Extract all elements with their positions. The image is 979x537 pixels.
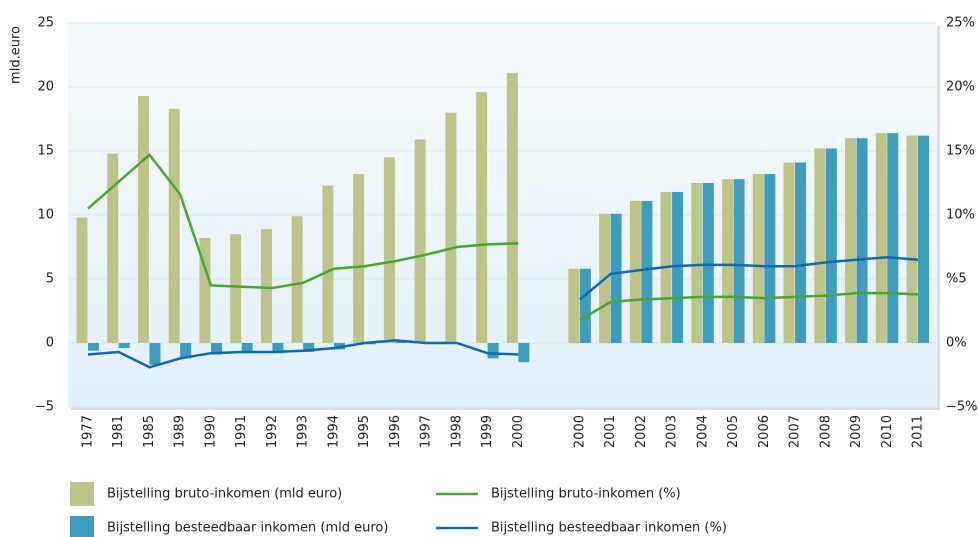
y2-tick-label: 0% xyxy=(946,336,967,351)
y2-tick-label: %5 xyxy=(946,272,967,287)
bar xyxy=(168,108,180,343)
bar xyxy=(722,179,734,343)
line xyxy=(87,152,919,322)
x-tick-label: 2002 xyxy=(634,415,649,448)
x-tick-label: 1998 xyxy=(449,415,464,448)
bar xyxy=(506,72,518,344)
bar xyxy=(579,268,591,343)
bar xyxy=(291,216,303,343)
x-tick-label: 1977 xyxy=(80,415,95,448)
bar xyxy=(641,200,653,343)
x-tick-label: 1996 xyxy=(388,415,403,448)
x-tick-label: 2010 xyxy=(880,415,895,448)
x-tick-label: 2000 xyxy=(572,415,587,448)
bar xyxy=(322,185,334,343)
y-axis-title: mld.euro xyxy=(9,26,24,84)
x-tick-label: 2001 xyxy=(603,415,618,448)
bar xyxy=(845,138,857,343)
bar xyxy=(825,148,837,343)
x-tick-label: 1993 xyxy=(296,415,311,448)
y-tick-label: 25 xyxy=(37,16,54,31)
bar xyxy=(137,95,149,344)
bar xyxy=(752,174,764,343)
y2-tick-label: −5% xyxy=(946,400,978,415)
x-tick-label: 2003 xyxy=(665,415,680,448)
bar xyxy=(568,268,580,343)
legend-label: Bijstelling besteedbaar inkomen (mld eur… xyxy=(107,521,388,536)
bar xyxy=(856,138,868,343)
bar xyxy=(518,343,530,363)
x-tick-label: 1992 xyxy=(265,415,280,448)
bar xyxy=(764,174,776,343)
x-tick-label: 2008 xyxy=(818,415,833,448)
x-tick-label: 1995 xyxy=(357,415,372,448)
bar xyxy=(353,174,365,343)
bar xyxy=(76,217,88,343)
x-tick-label: 1985 xyxy=(142,415,157,448)
bar xyxy=(87,343,99,351)
bar xyxy=(303,343,315,352)
bar xyxy=(795,162,807,343)
bar xyxy=(230,234,242,343)
x-tick-label: 2011 xyxy=(911,415,926,448)
bar xyxy=(487,343,499,359)
bar xyxy=(107,153,119,343)
bar xyxy=(210,343,222,355)
legend-label: Bijstelling bruto-inkomen (%) xyxy=(491,487,681,502)
bar xyxy=(610,213,622,343)
bar xyxy=(887,133,899,343)
x-tick-label: 1990 xyxy=(203,415,218,448)
bar xyxy=(445,112,457,343)
y2-tick-label: 20% xyxy=(946,80,975,95)
x-tick-label: 1981 xyxy=(111,415,126,448)
bar xyxy=(260,229,272,343)
x-tick-label: 2007 xyxy=(788,415,803,448)
bar xyxy=(149,343,161,365)
x-tick-label: 1989 xyxy=(173,415,188,448)
y-tick-label: 15 xyxy=(37,144,54,159)
bar xyxy=(241,343,253,354)
y-tick-label: −5 xyxy=(35,400,54,415)
line xyxy=(87,255,919,369)
x-tick-label: 2000 xyxy=(511,415,526,448)
bar xyxy=(118,343,130,349)
x-tick-label: 1991 xyxy=(234,415,249,448)
x-tick-label: 1999 xyxy=(480,415,495,448)
bar xyxy=(691,183,703,343)
bar xyxy=(702,183,714,343)
y2-tick-label: 10% xyxy=(946,208,975,223)
y-tick-label: 10 xyxy=(37,208,54,223)
bar xyxy=(383,157,395,343)
legend-swatch xyxy=(70,516,94,537)
y2-tick-label: 15% xyxy=(946,144,975,159)
y-tick-label: 20 xyxy=(37,80,54,95)
bar xyxy=(272,343,284,354)
bar xyxy=(906,135,918,343)
x-tick-label: 2004 xyxy=(695,415,710,448)
y2-tick-label: 25% xyxy=(946,16,975,31)
bar xyxy=(180,343,192,359)
x-tick-label: 2006 xyxy=(757,415,772,448)
bar xyxy=(672,191,684,343)
bar xyxy=(783,162,795,343)
y-tick-label: 5 xyxy=(46,272,54,287)
legend-label: Bijstelling besteedbaar inkomen (%) xyxy=(491,521,727,536)
bar xyxy=(476,92,488,344)
bar xyxy=(814,148,826,343)
bar xyxy=(414,139,426,343)
x-tick-label: 2005 xyxy=(726,415,741,448)
x-tick-label: 2009 xyxy=(849,415,864,448)
x-tick-label: 1994 xyxy=(326,415,341,448)
x-tick-label: 1997 xyxy=(419,415,434,448)
bar xyxy=(733,179,745,343)
bar xyxy=(395,341,407,343)
legend-swatch xyxy=(70,482,94,506)
bar xyxy=(199,238,211,343)
bar xyxy=(918,135,930,343)
legend-label: Bijstelling bruto-inkomen (mld euro) xyxy=(107,487,342,502)
bar xyxy=(875,133,887,343)
y-tick-label: 0 xyxy=(46,336,54,351)
